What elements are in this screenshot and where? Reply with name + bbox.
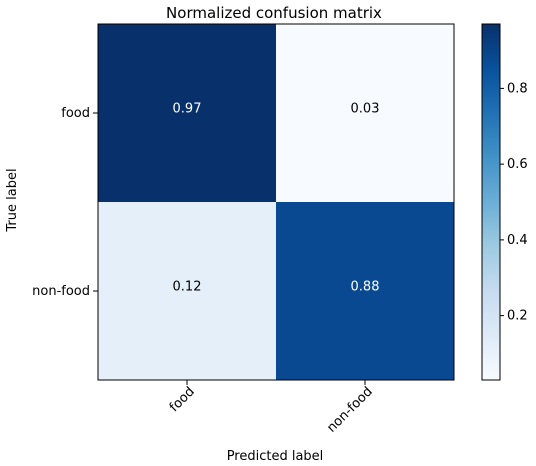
cell-value-label: 0.88 — [351, 280, 380, 295]
heatmap-cell — [276, 24, 454, 202]
heatmap-cell — [98, 202, 276, 380]
colorbar-tick-label: 0.8 — [507, 81, 528, 96]
colorbar-tick-label: 0.6 — [507, 157, 528, 172]
cell-value-label: 0.03 — [351, 102, 380, 117]
colorbar-tick-label: 0.4 — [507, 233, 528, 248]
x-tick-labels: food non-food — [167, 380, 376, 436]
chart-title: Normalized confusion matrix — [166, 4, 382, 22]
x-tick-label: non-food — [324, 384, 376, 436]
colorbar: 0.2 0.4 0.6 0.8 — [481, 23, 528, 381]
heatmap-cell — [276, 202, 454, 380]
y-tick-label: food — [61, 106, 90, 121]
y-axis-label: True label — [5, 168, 20, 232]
colorbar-fill — [482, 24, 500, 380]
heatmap-cell — [98, 24, 276, 202]
x-axis-label: Predicted label — [227, 449, 324, 464]
cell-value-label: 0.97 — [173, 102, 202, 117]
y-tick-labels: food non-food — [32, 106, 98, 299]
y-tick-label: non-food — [32, 284, 90, 299]
heatmap-cells: 0.97 0.03 0.12 0.88 — [97, 23, 455, 381]
colorbar-frame — [481, 23, 501, 381]
plot-frame — [97, 23, 455, 381]
cell-value-label: 0.12 — [173, 280, 202, 295]
x-tick-label: food — [167, 384, 198, 415]
colorbar-tick-label: 0.2 — [507, 309, 528, 324]
